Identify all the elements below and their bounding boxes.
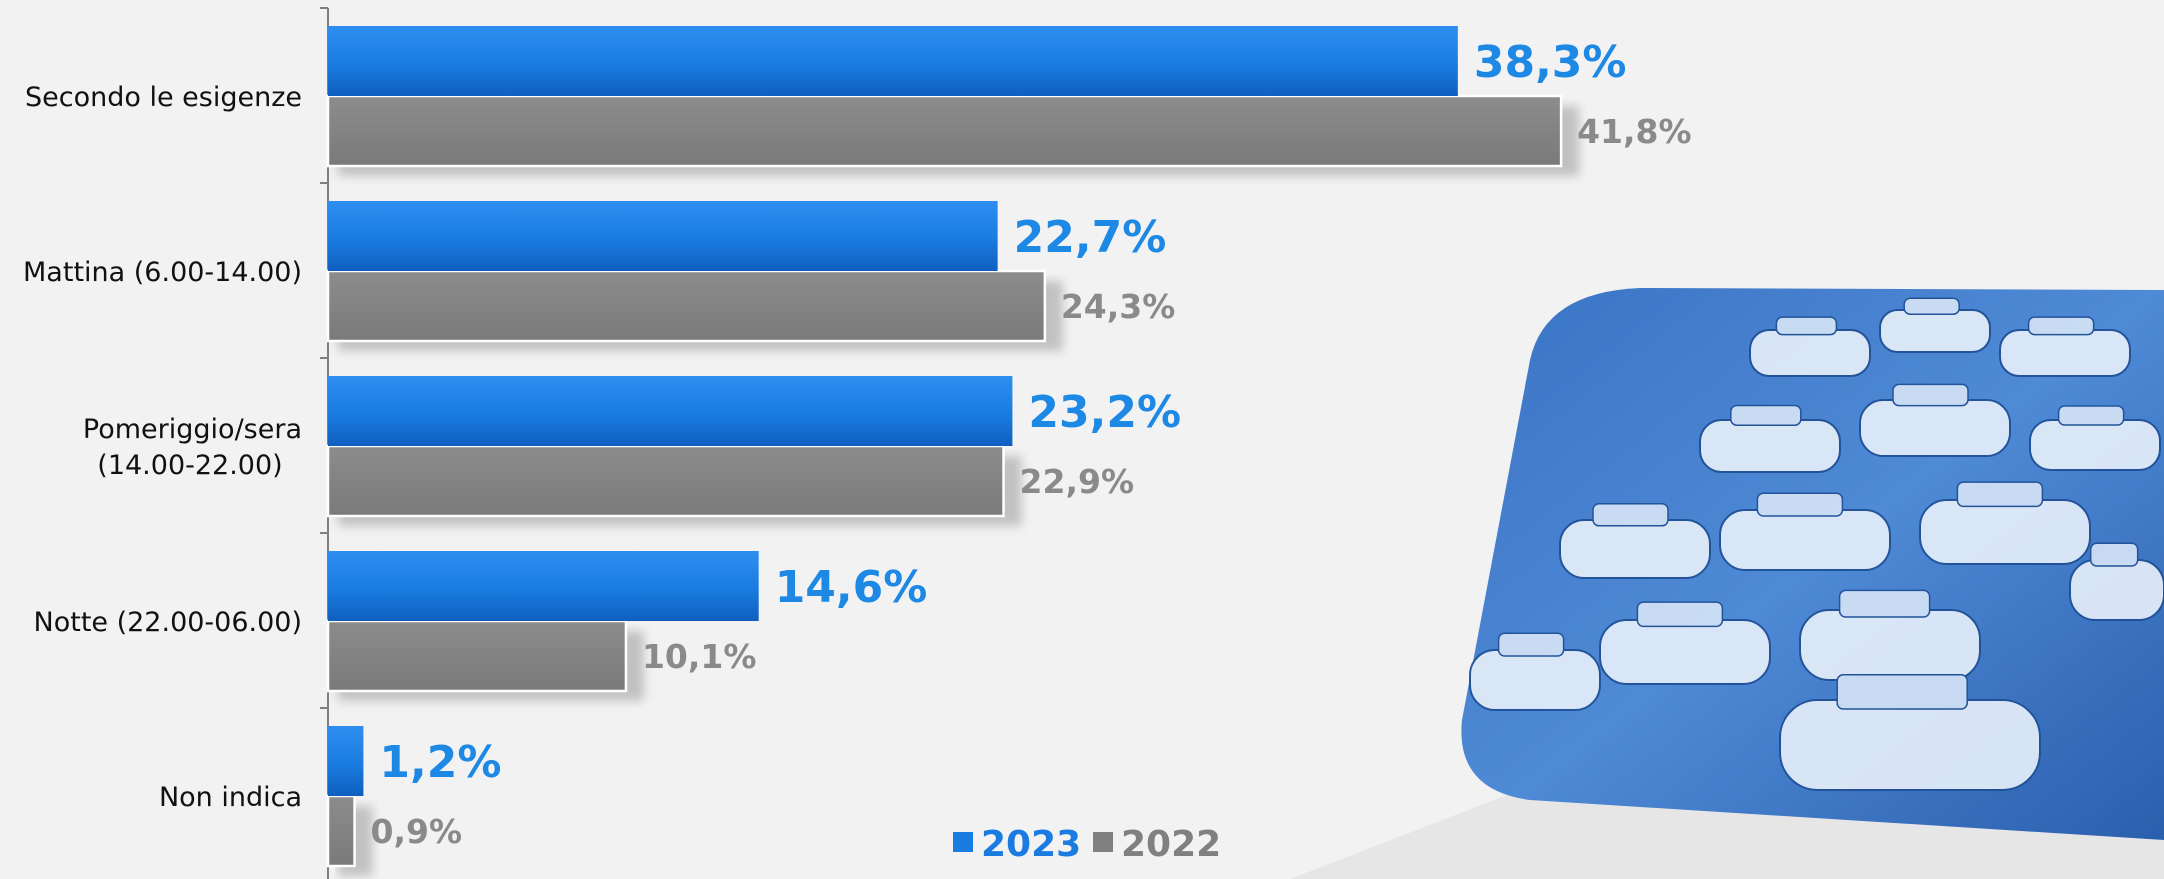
legend-swatch-2022	[1093, 832, 1113, 852]
taxi-car-roof	[1836, 674, 1968, 710]
value-label-2023: 38,3%	[1474, 37, 1627, 88]
value-label-2022: 41,8%	[1577, 112, 1692, 151]
taxi-car-shape	[1919, 499, 2091, 565]
taxi-car-shape	[2029, 419, 2161, 471]
value-label-2023: 14,6%	[775, 562, 928, 613]
taxi-car-shape	[1559, 519, 1711, 579]
taxi-car-roof	[1838, 589, 1931, 618]
bar-2022	[326, 94, 1563, 168]
value-label-2023: 23,2%	[1028, 387, 1181, 438]
taxi-car-roof	[2057, 405, 2125, 426]
value-label-2022: 24,3%	[1061, 287, 1176, 326]
value-label-2022: 22,9%	[1020, 462, 1135, 501]
value-label-2023: 1,2%	[379, 737, 501, 788]
value-label-2022: 0,9%	[371, 812, 463, 851]
category-label: (14.00-22.00)	[97, 450, 282, 481]
legend: 2023 2022	[953, 824, 1221, 865]
taxi-car-shape	[1469, 649, 1601, 711]
legend-label-2022: 2022	[1121, 824, 1221, 865]
taxi-car-shape	[1719, 509, 1891, 571]
legend-swatch-2023	[953, 832, 973, 852]
taxi-car-shape	[1859, 399, 2011, 457]
taxi-car-shape	[1799, 609, 1981, 681]
category-label: Pomeriggio/sera	[83, 414, 302, 445]
bar-2022	[326, 619, 628, 693]
bar-2023	[328, 376, 1013, 446]
legend-label-2023: 2023	[981, 824, 1081, 865]
taxi-car-roof	[1756, 492, 1844, 517]
taxi-car-roof	[1636, 601, 1724, 628]
taxi-car-roof	[1892, 383, 1969, 407]
category-label: Secondo le esigenze	[25, 82, 302, 113]
taxi-car-shape	[1599, 619, 1771, 685]
taxi-car-shape	[1699, 419, 1841, 473]
bar-2023	[328, 551, 759, 621]
taxi-car-roof	[1775, 316, 1838, 336]
taxi-car-shape	[1879, 309, 1991, 353]
bar-2022	[326, 269, 1047, 343]
taxi-car-roof	[2089, 542, 2139, 567]
bar-2023	[328, 726, 364, 796]
bar-2023	[328, 26, 1458, 96]
taxi-car-roof	[1730, 404, 1802, 426]
bar-2023	[328, 201, 998, 271]
taxi-car-roof	[1592, 503, 1669, 527]
bar-2022	[326, 444, 1005, 518]
taxi-car-roof	[1903, 297, 1960, 315]
value-label-2022: 10,1%	[642, 637, 757, 676]
taxi-car-shape	[1779, 699, 2041, 791]
taxi-car-shape	[1749, 329, 1871, 377]
category-label: Notte (22.00-06.00)	[34, 607, 302, 638]
bar-2022	[326, 794, 356, 868]
taxi-car-shape	[2069, 559, 2164, 621]
category-label: Non indica	[159, 782, 302, 813]
category-label: Mattina (6.00-14.00)	[23, 257, 302, 288]
taxi-photo	[1290, 288, 2164, 879]
taxi-car-roof	[1956, 481, 2044, 508]
value-label-2023: 22,7%	[1014, 212, 1167, 263]
taxi-car-roof	[2027, 316, 2095, 336]
taxi-car-shape	[1999, 329, 2131, 377]
taxi-car-roof	[1497, 632, 1565, 657]
